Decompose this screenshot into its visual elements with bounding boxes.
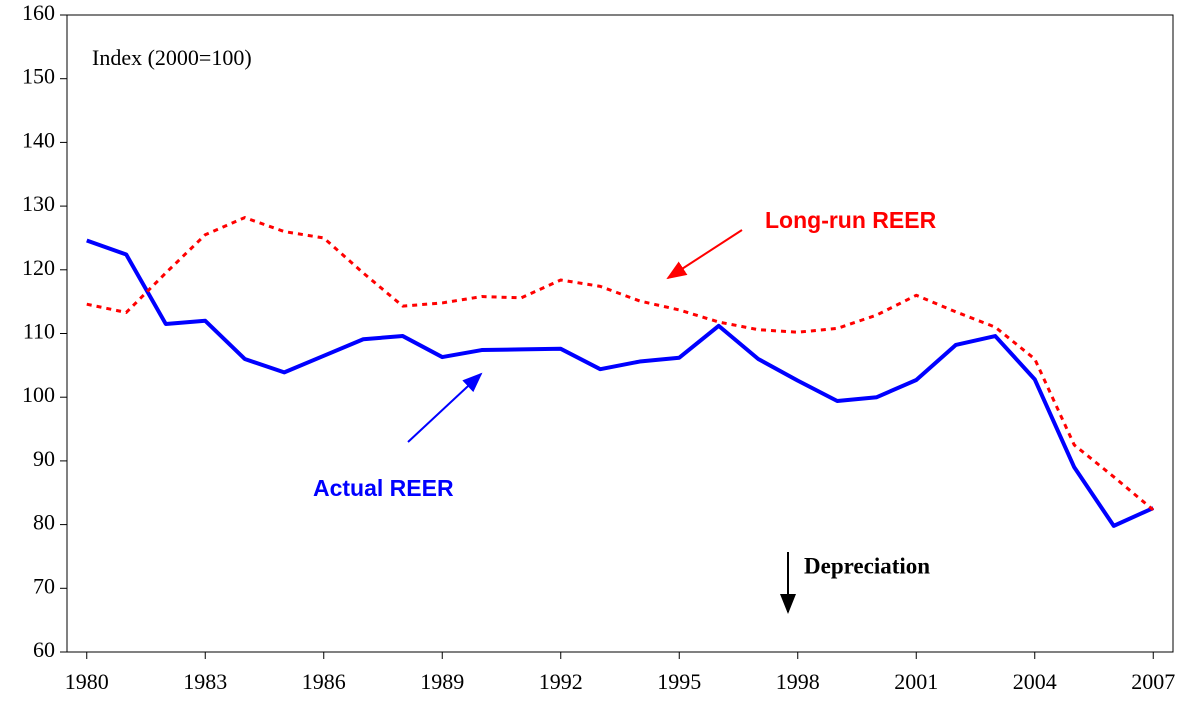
y-tick-label: 110 (23, 319, 55, 344)
y-tick-label: 100 (22, 382, 55, 407)
y-tick-label: 90 (33, 446, 55, 471)
y-tick-label: 130 (22, 191, 55, 216)
x-tick-label: 2007 (1131, 669, 1175, 694)
y-tick-label: 70 (33, 573, 55, 598)
y-tick-label: 60 (33, 637, 55, 662)
y-tick-label: 150 (22, 64, 55, 89)
annotation: Actual REER (313, 475, 454, 501)
x-tick-label: 2004 (1013, 669, 1057, 694)
y-tick-label: 140 (22, 127, 55, 152)
x-tick-label: 1980 (65, 669, 109, 694)
x-tick-label: 1995 (657, 669, 701, 694)
series-line (86, 238, 1155, 528)
y-axis-label: Index (2000=100) (92, 45, 252, 70)
y-tick-label: 80 (33, 510, 55, 535)
x-tick-label: 1998 (776, 669, 820, 694)
x-tick-label: 2001 (894, 669, 938, 694)
x-tick-label: 1986 (302, 669, 346, 694)
annotation: Long-run REER (765, 207, 937, 233)
x-tick-label: 1989 (420, 669, 464, 694)
y-tick-label: 120 (22, 255, 55, 280)
annotation: Depreciation (804, 553, 930, 578)
arrow (407, 372, 483, 443)
plot-frame (66, 14, 1174, 653)
series-line (86, 216, 1155, 512)
y-tick-label: 160 (22, 0, 55, 25)
arrow (666, 229, 743, 280)
x-tick-label: 1983 (183, 669, 227, 694)
x-tick-label: 1992 (539, 669, 583, 694)
